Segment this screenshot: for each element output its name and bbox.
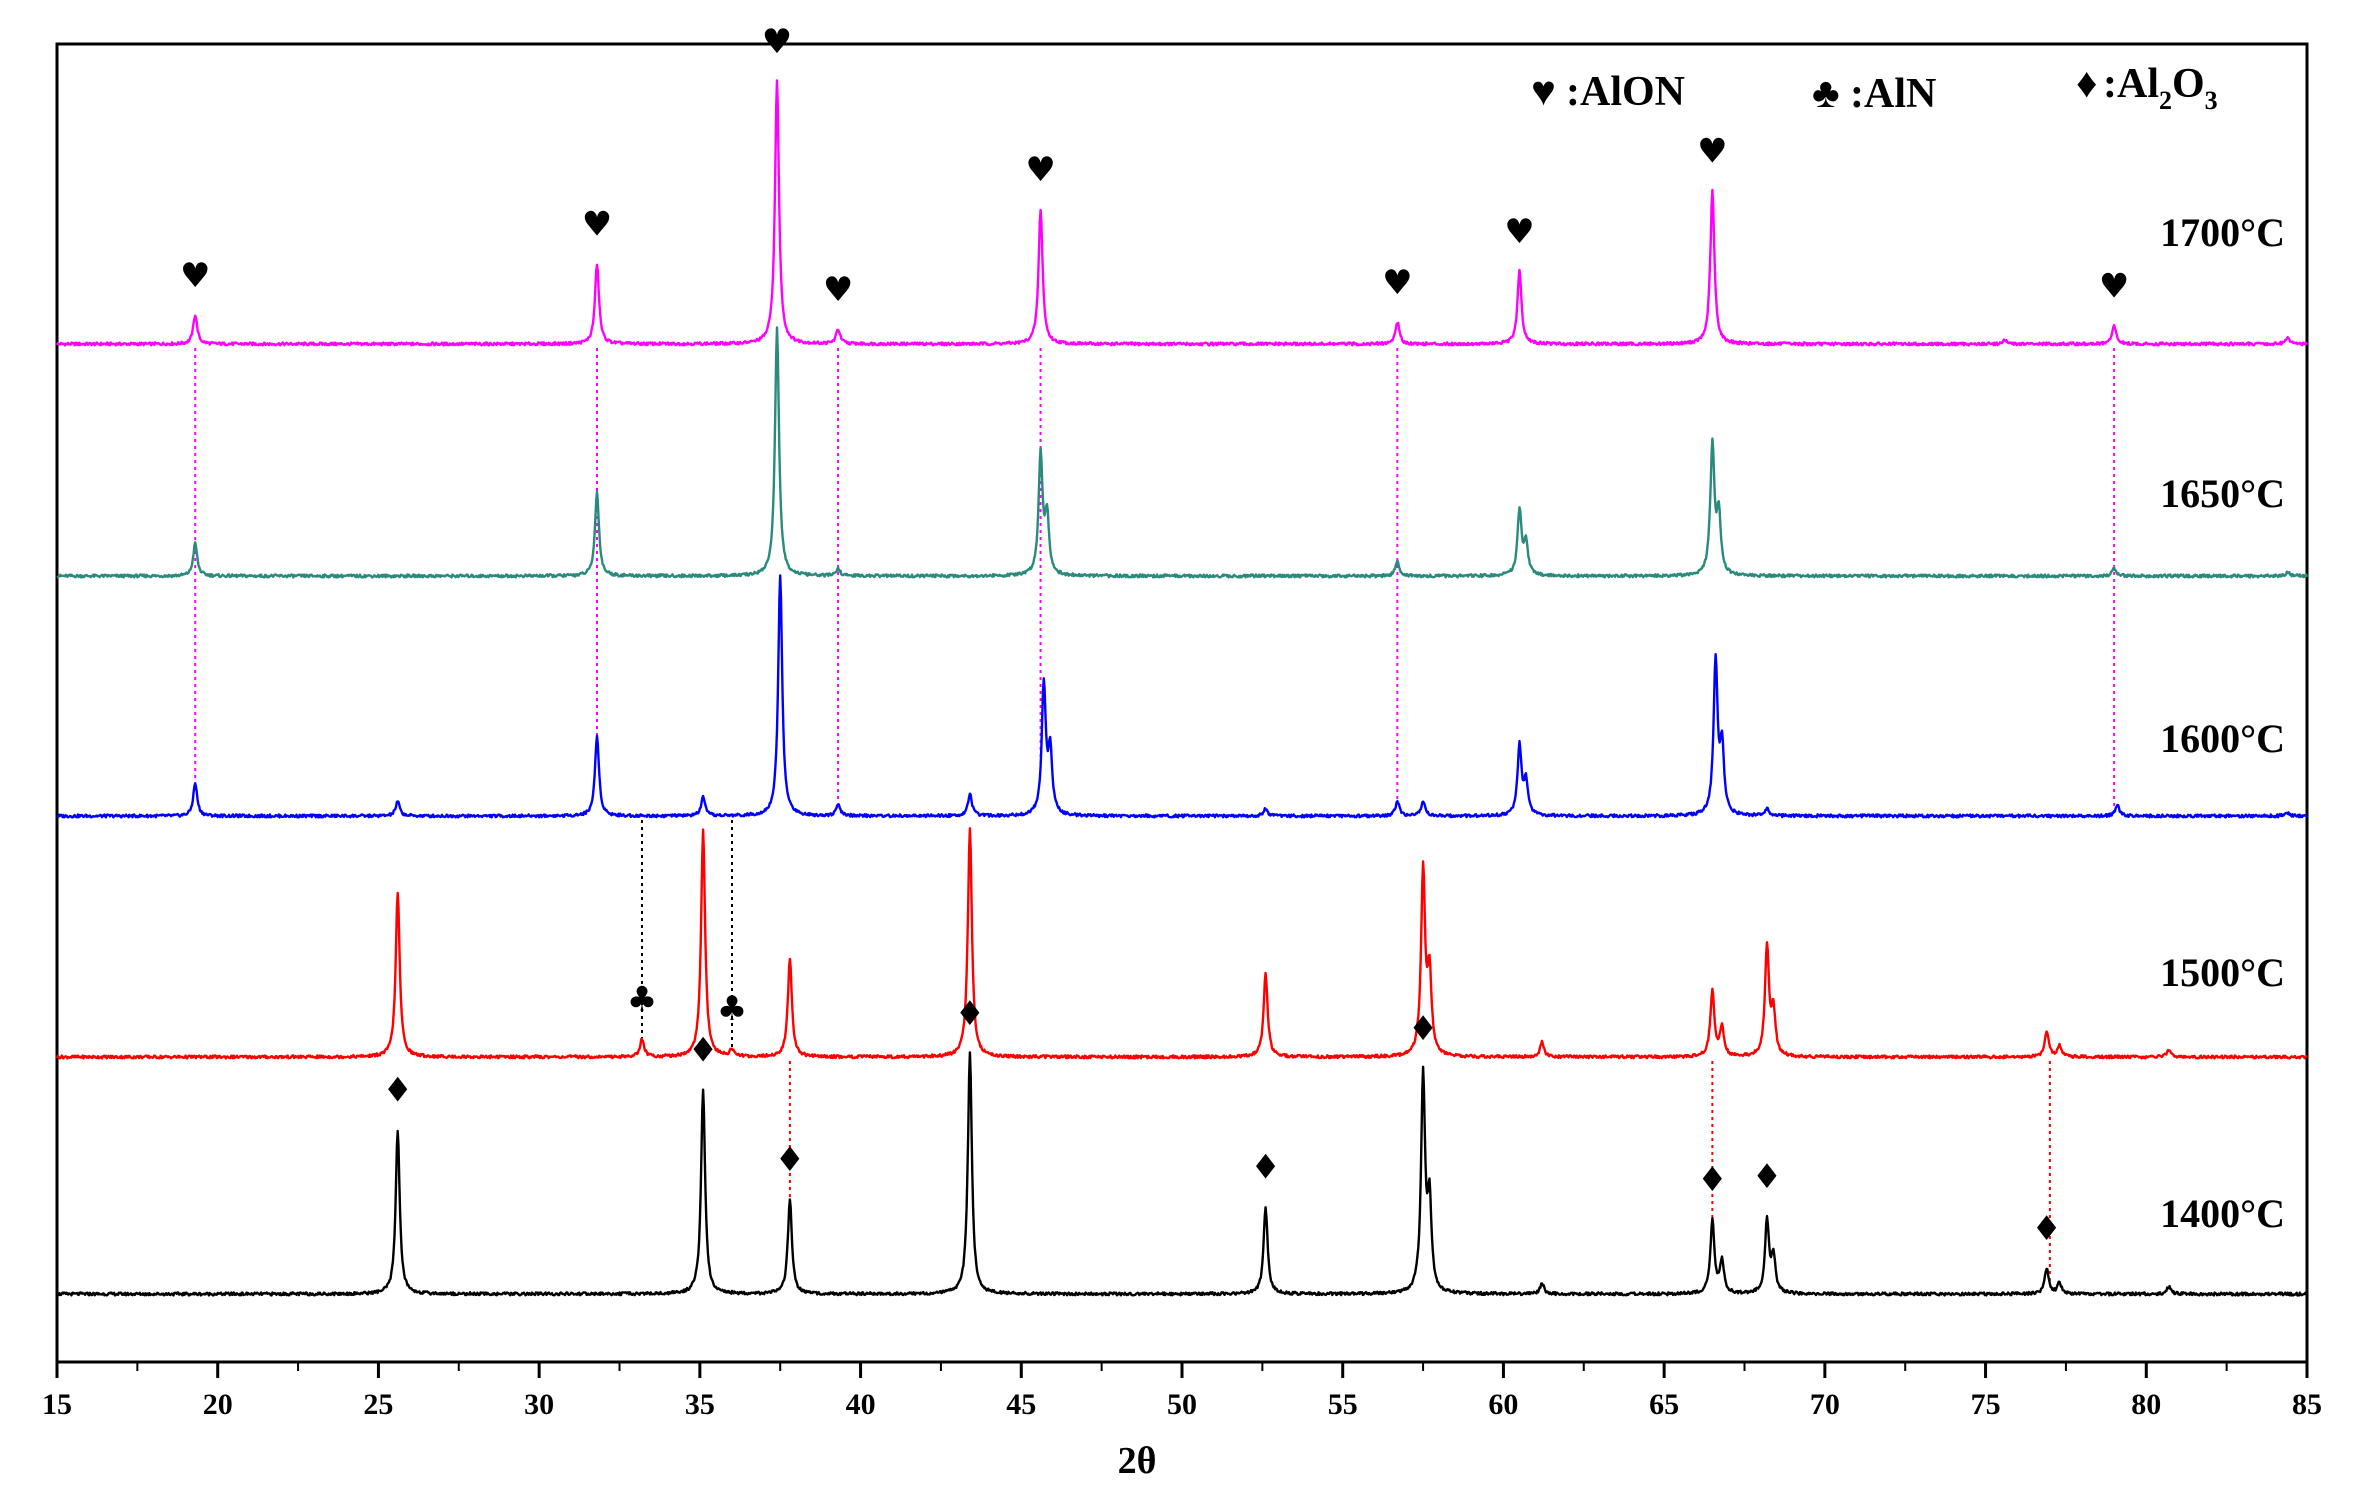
legend-text-al2o3: :Al2O3 <box>2103 61 2218 115</box>
series-line <box>56 326 2309 579</box>
peak-marker: ♦ <box>1408 1009 1438 1049</box>
x-tick-label: 30 <box>524 1388 554 1421</box>
temperature-labels: 1700°C 1650°C 1600°C 1500°C 1400°C <box>2160 210 2285 1236</box>
series-traces <box>55 79 2309 1297</box>
x-tick-label: 25 <box>363 1388 393 1421</box>
temperature-label: 1650°C <box>2160 471 2285 516</box>
peak-marker: ♣ <box>717 989 747 1029</box>
series-line <box>55 79 2309 347</box>
plot-frame <box>55 42 2309 1364</box>
legend-text-alon: :AlON <box>1566 69 1685 115</box>
peak-marker: ♥ <box>762 22 792 62</box>
x-tick-label: 75 <box>1971 1388 2001 1421</box>
legend: ♥ :AlON ♣ :AlN ♦ :Al2O3 <box>1531 61 2218 117</box>
legend-sub-3: 3 <box>2205 86 2218 115</box>
legend-text-o: O <box>2172 61 2205 107</box>
x-tick-label: 80 <box>2131 1388 2161 1421</box>
temperature-label: 1600°C <box>2160 716 2285 761</box>
peak-marker: ♥ <box>1025 150 1055 190</box>
peak-markers: ♥♥♥♥♥♥♥♥♥♣ ♣♦♦♦♦♦♦♦ ♦♦ <box>180 22 2129 1249</box>
peak-marker: ♦ <box>688 1030 718 1070</box>
x-tick-label: 65 <box>1649 1388 1679 1421</box>
peak-marker: ♥ <box>1504 212 1534 252</box>
temperature-label: 1400°C <box>2160 1191 2285 1236</box>
peak-marker: ♦ <box>1250 1147 1280 1187</box>
peak-marker: ♥ <box>582 205 612 245</box>
peak-marker: ♦ <box>2031 1209 2061 1249</box>
peak-marker: ♥ <box>180 256 210 296</box>
peak-marker: ♥ <box>2099 267 2129 307</box>
x-axis: 15 20 25 30 35 40 45 50 55 60 65 70 75 80 85 <box>42 1362 2322 1421</box>
peak-marker: ♣ <box>627 979 657 1019</box>
x-tick-label: 40 <box>846 1388 876 1421</box>
series-line <box>55 827 2308 1060</box>
peak-marker: ♦ <box>1752 1157 1782 1197</box>
guide-lines <box>194 348 2116 1285</box>
x-tick-label: 35 <box>685 1388 715 1421</box>
x-tick-label: 55 <box>1328 1388 1358 1421</box>
x-tick-label: 70 <box>1810 1388 1840 1421</box>
peak-marker: ♦ <box>775 1140 805 1180</box>
peak-marker: ♥ <box>823 270 853 310</box>
x-tick-label: 20 <box>203 1388 233 1421</box>
peak-marker: ♥ <box>1697 132 1727 172</box>
x-tick-label: 85 <box>2292 1388 2322 1421</box>
legend-item-alon: ♥ :AlON <box>1531 69 1685 115</box>
legend-item-aln: ♣ :AlN <box>1812 71 1936 117</box>
peak-marker: ♦ <box>382 1071 412 1111</box>
legend-text-aln: :AlN <box>1850 71 1936 117</box>
temperature-label: 1700°C <box>2160 210 2285 255</box>
x-tick-label: 50 <box>1167 1388 1197 1421</box>
legend-text-al: :Al <box>2103 61 2159 107</box>
club-icon: ♣ <box>1812 71 1840 117</box>
peak-marker: ♦ <box>955 994 985 1034</box>
x-tick-label: 15 <box>42 1388 72 1421</box>
series-line <box>56 1051 2309 1297</box>
legend-sub-2: 2 <box>2159 86 2172 115</box>
peak-marker: ♥ <box>1382 263 1412 303</box>
peak-marker: ♦ <box>1697 1160 1727 1200</box>
heart-icon: ♥ <box>1531 69 1556 115</box>
diamond-icon: ♦ <box>2076 61 2097 107</box>
temperature-label: 1500°C <box>2160 950 2285 995</box>
legend-item-al2o3: ♦ :Al2O3 <box>2076 61 2218 115</box>
x-axis-label: 2θ <box>1118 1440 1157 1482</box>
x-tick-label: 45 <box>1006 1388 1036 1421</box>
x-tick-label: 60 <box>1488 1388 1518 1421</box>
series-line <box>56 574 2308 819</box>
